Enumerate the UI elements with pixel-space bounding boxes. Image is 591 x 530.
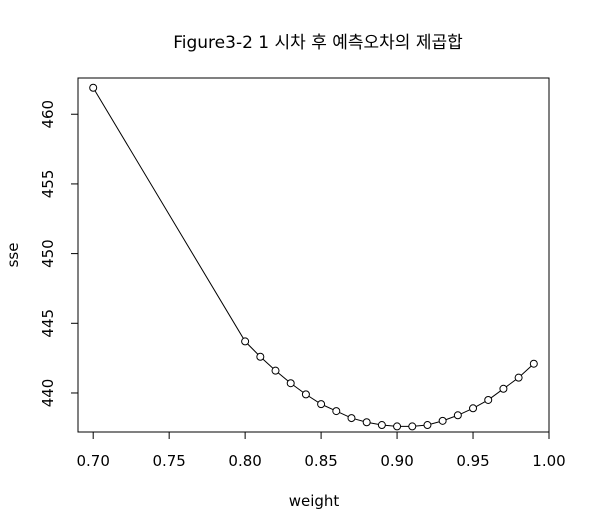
data-point [423,421,432,430]
data-point [469,404,478,413]
y-axis-label: sse [4,243,22,268]
x-tick-label: 0.75 [152,452,185,470]
x-tick-label: 0.85 [304,452,337,470]
data-point [484,395,493,404]
x-tick-label: 0.80 [228,452,261,470]
data-point [271,366,280,375]
data-point [377,421,386,430]
chart-title: Figure3-2 1 시차 후 예측오차의 제곱합 [173,33,463,53]
y-tick-label: 460 [39,100,57,129]
x-axis: 0.70 0.75 0.80 0.85 0.90 0.95 1.00 [76,431,566,470]
y-tick-label: 440 [39,379,57,408]
data-point [514,373,523,382]
data-point [317,400,326,409]
y-tick-label: 450 [39,239,57,268]
data-point [286,379,295,388]
data-point [453,411,462,420]
data-point [256,352,265,361]
data-point [301,390,310,399]
data-point [332,407,341,416]
data-points [89,83,538,431]
data-point [438,416,447,425]
data-point [89,83,98,92]
data-point [499,384,508,393]
x-tick-label: 1.00 [532,452,565,470]
data-point [347,414,356,423]
data-point [362,418,371,427]
y-axis: 440 445 450 455 460 [39,100,79,408]
data-point [393,422,402,431]
plot-frame [77,77,550,433]
y-tick-label: 455 [39,170,57,199]
x-tick-label: 0.90 [380,452,413,470]
x-tick-label: 0.70 [76,452,109,470]
x-axis-label: weight [289,492,340,510]
sse-series-line [92,87,535,427]
y-tick-label: 445 [39,309,57,338]
x-tick-label: 0.95 [456,452,489,470]
data-point [529,359,538,368]
data-point [408,422,417,431]
data-point [241,337,250,346]
